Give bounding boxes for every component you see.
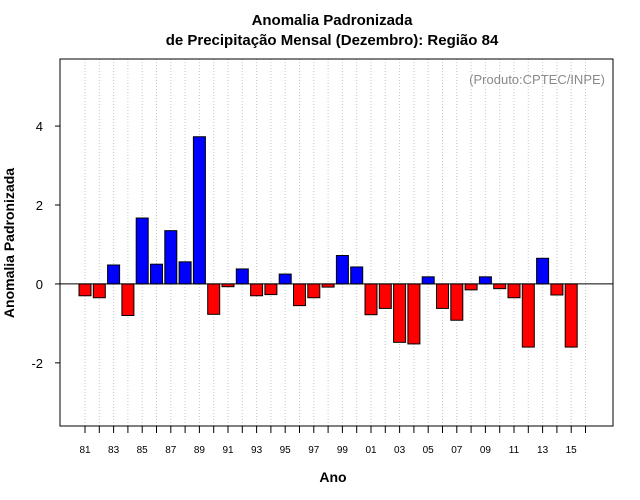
bar-2001 xyxy=(364,283,378,316)
x-tick-label: 87 xyxy=(165,445,177,456)
x-tick-label: 85 xyxy=(137,445,149,456)
bar-1986 xyxy=(150,263,163,285)
x-tick-label: 13 xyxy=(537,445,549,456)
y-axis-label: Anomalia Padronizada xyxy=(1,168,17,318)
x-tick-label: 93 xyxy=(251,445,263,456)
x-axis-label: Ano xyxy=(319,469,346,485)
bar-1995 xyxy=(278,273,292,285)
bar-2010 xyxy=(493,283,507,290)
x-tick-label: 09 xyxy=(480,445,492,456)
bar-2003 xyxy=(393,283,407,343)
bar-2006 xyxy=(436,283,449,309)
bar-1983 xyxy=(107,264,121,285)
y-tick-label: 2 xyxy=(36,198,43,213)
bar-2002 xyxy=(378,283,392,309)
x-tick-label: 15 xyxy=(566,445,578,456)
bar-2009 xyxy=(478,276,492,285)
bars xyxy=(78,136,578,348)
bar-1999 xyxy=(335,255,349,285)
x-tick-label: 99 xyxy=(337,445,349,456)
bar-2011 xyxy=(507,283,521,299)
x-tick-label: 89 xyxy=(194,445,206,456)
grid-lines xyxy=(84,59,586,426)
x-tick-label: 97 xyxy=(308,445,320,456)
bar-2004 xyxy=(407,283,421,345)
x-tick-label: 05 xyxy=(423,445,435,456)
bar-1992 xyxy=(235,268,249,285)
y-axis: -2 0 2 4 xyxy=(31,119,60,371)
x-tick-label: 91 xyxy=(222,445,234,456)
bar-1997 xyxy=(307,283,321,299)
chart-title-line-1: Anomalia Padronizada xyxy=(252,12,414,29)
x-tick-label: 07 xyxy=(451,445,463,456)
bar-1985 xyxy=(135,217,149,285)
x-tick-label: 11 xyxy=(509,445,520,456)
bar-2012 xyxy=(521,283,535,348)
bar-2015 xyxy=(564,283,578,348)
bar-2000 xyxy=(350,266,364,285)
plot-frame xyxy=(59,58,614,427)
bar-1984 xyxy=(121,283,135,317)
bar-1990 xyxy=(207,283,221,315)
x-tick-label: 03 xyxy=(394,445,406,456)
bar-1989 xyxy=(192,136,206,285)
bar-1982 xyxy=(92,283,106,299)
bar-1996 xyxy=(293,283,306,307)
x-tick-label: 01 xyxy=(365,445,377,456)
bar-2007 xyxy=(450,283,464,321)
bar-1988 xyxy=(178,261,192,285)
bar-1993 xyxy=(250,283,264,297)
x-tick-label: 83 xyxy=(108,445,120,456)
bar-2005 xyxy=(421,276,435,285)
bar-1994 xyxy=(264,283,278,296)
y-tick-label: 0 xyxy=(36,277,43,292)
credit-text: (Produto:CPTEC/INPE) xyxy=(469,72,605,87)
x-tick-label: 95 xyxy=(280,445,292,456)
y-tick-label: 4 xyxy=(36,119,43,134)
chart-title-line-2: de Precipitação Mensal (Dezembro): Regiã… xyxy=(166,32,499,49)
y-tick-label: -2 xyxy=(31,356,43,371)
bar-1987 xyxy=(164,230,178,285)
x-axis: 81 83 85 87 89 91 93 95 97 99 01 03 05 07 09 11 13 15 xyxy=(79,426,586,456)
bar-2008 xyxy=(464,283,478,291)
bar-1981 xyxy=(78,283,92,297)
bar-2014 xyxy=(550,283,564,296)
bar-2013 xyxy=(536,257,550,285)
x-tick-label: 81 xyxy=(79,445,91,456)
